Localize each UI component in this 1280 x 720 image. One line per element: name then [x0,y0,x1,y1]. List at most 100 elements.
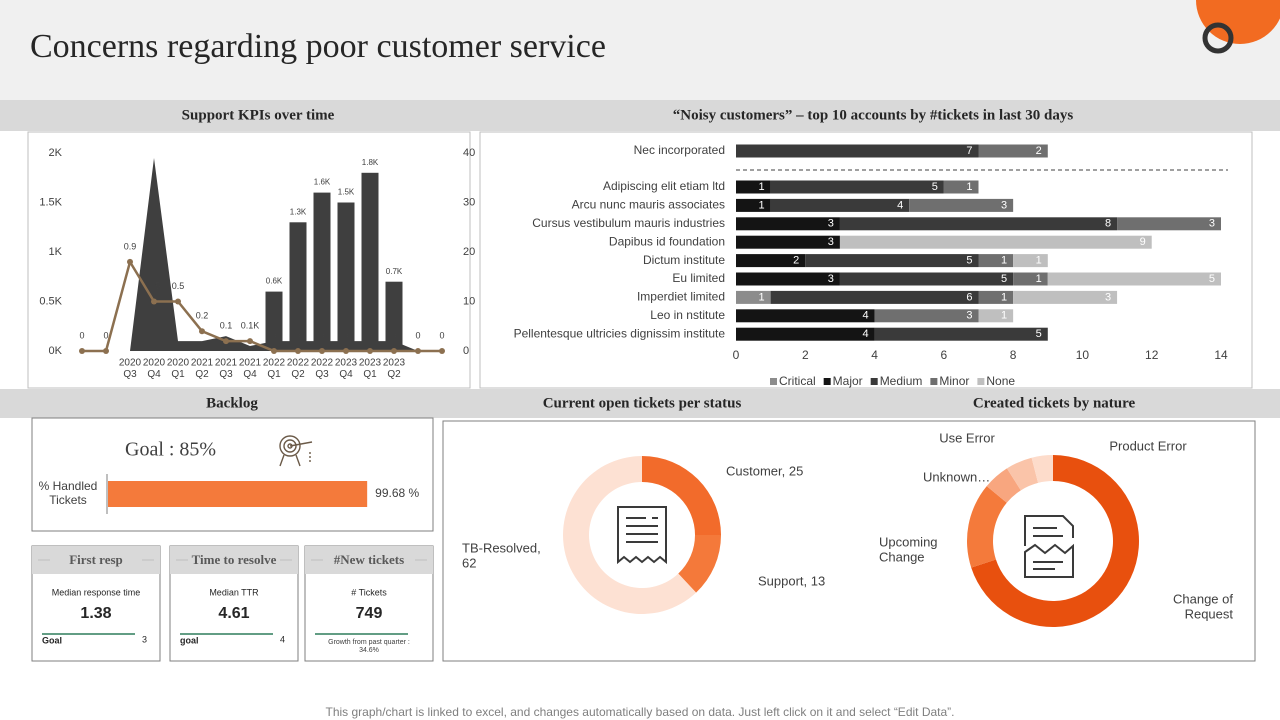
bar-segment [736,309,875,323]
bar-segment [736,254,806,268]
x-tick-label: 12 [1145,348,1159,362]
category-label: Leo in nstitute [650,308,725,322]
target-icon [279,435,313,467]
data-label: 1.3K [290,207,307,216]
data-label: 5 [1036,328,1042,340]
broken-file-icon [1024,515,1074,578]
line-marker [79,348,85,354]
bar [289,222,307,351]
kpi-value: 4.61 [218,605,249,622]
donut-slice [562,456,697,614]
x-tick-label: 2023 Q2 [383,357,406,380]
donut-slice [642,456,721,535]
bar-segment [736,198,771,212]
section-title: “Noisy customers” – top 10 accounts by #… [673,107,1074,123]
kpi-label: Median TTR [209,587,259,597]
x-tick-label: 2021 Q3 [215,357,238,380]
bar-segment [736,180,771,194]
kpi-header-back [50,552,142,568]
donut-slice [967,486,1007,568]
bar-segment [1047,272,1221,286]
line-marker [175,298,181,305]
kpi-label: Median response time [52,587,141,597]
data-label: 1 [1001,291,1007,303]
y2-tick-label: 40 [463,147,475,159]
x-tick-label: 2022 Q2 [287,357,310,380]
category-label: Dictum institute [643,253,725,267]
category-label: Eu limited [672,271,725,285]
bar-segment [736,217,840,231]
category-label: % Handled Tickets [39,479,98,507]
bar-segment [874,309,979,323]
data-label: 0 [103,330,108,340]
legend-label: Medium [880,374,923,388]
data-label: 1 [759,291,765,303]
bar-segment [770,290,979,304]
data-label: 1 [1036,255,1042,267]
category-label: Adipiscing elit etiam ltd [603,179,725,193]
data-label: 4 [897,199,903,211]
line-marker [343,348,349,354]
line-marker [415,348,421,354]
data-label: 0 [391,330,396,340]
slice-label: Support, 13 [758,573,825,588]
bar-segment [943,180,979,194]
bar-segment [978,290,1014,304]
x-tick-label: 2020 Q3 [119,357,142,380]
data-label: 1.6K [314,178,331,187]
legend-swatch [977,378,985,385]
y-tick-label: 1.5K [39,196,62,208]
section-band [0,100,1280,131]
data-label: 0.5 [148,281,161,291]
section-title: Support KPIs over time [182,107,335,123]
legend-swatch [870,378,878,385]
legend-swatch [770,378,777,385]
data-label: 5 [966,255,972,267]
data-label: 1.8K [362,158,379,167]
bar-segment [805,254,979,268]
data-label: 2 [793,255,799,267]
y2-tick-label: 30 [463,196,475,208]
legend-label: Major [833,374,863,388]
legend-swatch [823,378,831,385]
category-label: Pellentesque ultricies dignissim institu… [514,326,726,340]
data-label: 0 [319,330,324,340]
data-label: 8 [1105,218,1111,230]
section-title: Backlog [206,395,258,411]
data-label: 0.1 [220,320,233,330]
kpi-header-back [323,552,415,568]
x-tick-label: 10 [1076,348,1090,362]
data-label: 3 [966,310,972,322]
data-label: 1 [759,181,765,193]
slice-label: TB-Resolved, 62 [462,541,541,571]
data-label: 1 [1001,310,1007,322]
category-label: Arcu nunc mauris associates [572,198,725,212]
line-marker [319,348,325,354]
kpi-goal-label: Goal [42,635,62,645]
line-marker [223,338,229,345]
header-band [0,0,1280,100]
bar-segment [736,327,875,341]
x-tick-label: 2020 Q4 [143,357,166,380]
data-label: 99.68 % [375,486,419,500]
bar-segment [1013,290,1118,304]
data-label: 3 [1105,291,1111,303]
bar [361,172,379,351]
data-label: 5 [932,181,938,193]
line-marker [103,348,109,354]
x-tick-label: 2 [802,348,809,362]
kpi-goal-label: goal [180,635,199,645]
donut-slice [986,468,1021,503]
bar-segment [839,272,1014,286]
y2-tick-label: 20 [463,246,475,258]
bar [313,192,331,351]
bar-segment [978,144,1048,158]
x-tick-label: 6 [941,348,948,362]
x-tick-label: 2022 Q3 [311,357,334,380]
slice-label: Product Error [1109,438,1187,453]
bar-segment [978,309,1014,323]
line-marker [295,348,301,354]
line [82,258,442,353]
y2-tick-label: 10 [463,295,475,307]
